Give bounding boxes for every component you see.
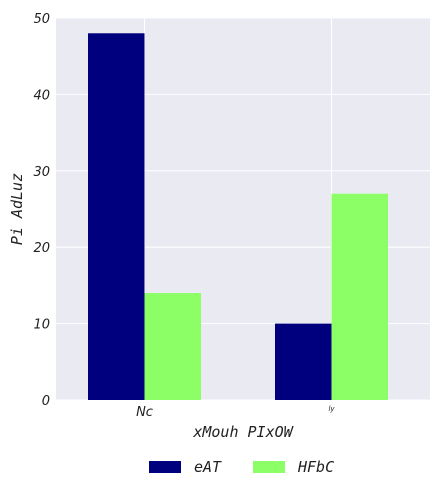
- bar-eAT-Nc: [88, 33, 145, 400]
- bar-HFbC-Nc: [144, 293, 201, 400]
- x-tick-labels: Nc ly: [136, 405, 335, 420]
- legend-label: eAT: [194, 458, 222, 476]
- y-tick-labels: 0 10 20 30 40 50: [33, 12, 50, 409]
- legend-swatch-eAT: [149, 461, 181, 473]
- y-tick-label: 0: [42, 394, 50, 409]
- legend-label: HFbC: [297, 458, 334, 476]
- y-tick-label: 50: [33, 12, 50, 27]
- legend-swatch-HFbC: [253, 461, 285, 473]
- y-tick-label: 30: [33, 165, 50, 180]
- legend: eAT HFbC: [149, 458, 334, 476]
- x-tick-label: ly: [328, 405, 335, 413]
- y-tick-label: 10: [33, 318, 50, 333]
- bar-HFbC-ly: [331, 193, 388, 400]
- x-tick-label: Nc: [136, 405, 153, 420]
- y-axis-label: Pi AdLuz: [8, 173, 26, 245]
- y-tick-label: 40: [33, 88, 50, 103]
- x-axis-label: xMouh PIxOW: [192, 423, 294, 441]
- y-tick-label: 20: [33, 241, 50, 256]
- bar-eAT-ly: [275, 323, 332, 400]
- bars: [88, 33, 388, 400]
